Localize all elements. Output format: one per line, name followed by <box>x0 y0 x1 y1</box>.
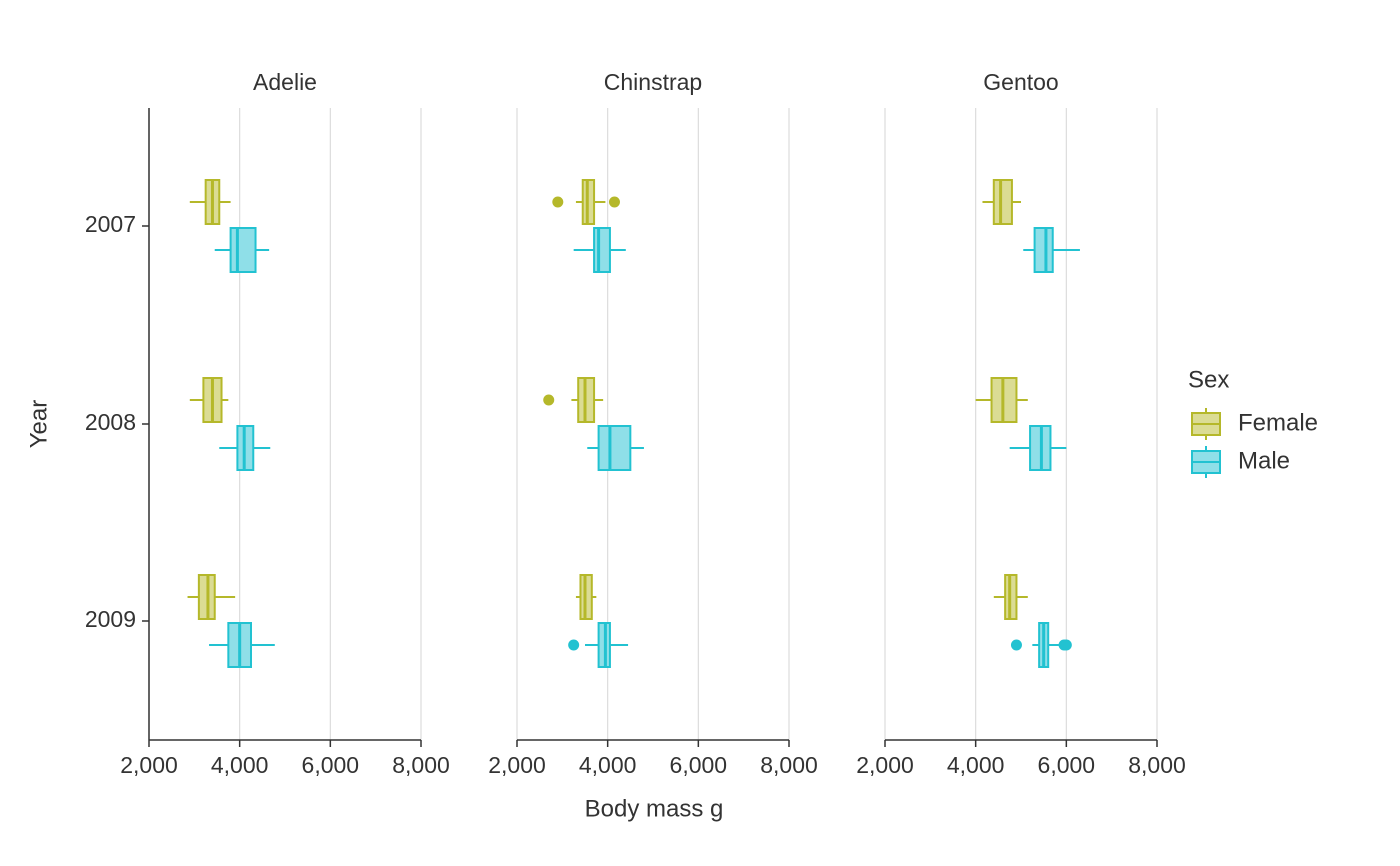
x-tick-label-gentoo-6000: 6,000 <box>1038 752 1096 778</box>
outlier-chinstrap-2008-female-0 <box>543 394 555 406</box>
outlier-gentoo-2009-male-2 <box>1060 639 1072 651</box>
facet-title-gentoo: Gentoo <box>983 69 1058 95</box>
legend: Sex Female Male <box>1188 366 1318 478</box>
y-tick-label-2007: 2007 <box>85 211 136 237</box>
x-tick-label-gentoo-2000: 2,000 <box>856 752 914 778</box>
box-chinstrap-2008-male <box>587 425 644 471</box>
box-adelie-2008-male <box>219 425 271 471</box>
box-gentoo-2009-female <box>993 574 1028 620</box>
box-iqr-gentoo-2007-female <box>992 179 1013 225</box>
x-tick-label-adelie-6000: 6,000 <box>302 752 360 778</box>
facet-adelie: Adelie 2,000 4,000 6,000 8,000 2007 2008 2009 <box>85 69 450 778</box>
x-tick-label-chinstrap-2000: 2,000 <box>488 752 546 778</box>
x-tick-label-adelie-2000: 2,000 <box>120 752 178 778</box>
box-iqr-adelie-2007-male <box>229 227 257 273</box>
y-tick-label-2008: 2008 <box>85 409 136 435</box>
facet-gentoo: Gentoo 2,000 4,000 6,000 8,000 <box>856 69 1186 778</box>
box-gentoo-2008-male <box>1009 425 1067 471</box>
box-chinstrap-2009-female <box>575 574 597 620</box>
box-gentoo-2007-female <box>982 179 1021 225</box>
box-gentoo-2008-female <box>975 377 1028 423</box>
legend-title: Sex <box>1188 366 1229 393</box>
box-gentoo-2007-male <box>1023 227 1080 273</box>
x-tick-label-chinstrap-6000: 6,000 <box>670 752 728 778</box>
box-adelie-2007-male <box>214 227 270 273</box>
box-chinstrap-2007-male <box>573 227 626 273</box>
facet-title-adelie: Adelie <box>253 69 317 95</box>
box-adelie-2009-female <box>187 574 236 620</box>
box-chinstrap-2007-female <box>552 179 620 225</box>
box-adelie-2008-female <box>189 377 229 423</box>
x-tick-label-adelie-8000: 8,000 <box>392 752 450 778</box>
box-adelie-2007-female <box>189 179 231 225</box>
y-axis-title: Year <box>25 400 52 449</box>
y-tick-label-2009: 2009 <box>85 606 136 632</box>
legend-label-female: Female <box>1238 409 1318 436</box>
box-chinstrap-2008-female <box>543 377 604 423</box>
box-adelie-2009-male <box>209 622 275 668</box>
box-iqr-chinstrap-2008-male <box>597 425 632 471</box>
x-tick-label-adelie-4000: 4,000 <box>211 752 269 778</box>
legend-key-male: Male <box>1191 446 1290 478</box>
x-tick-label-chinstrap-8000: 8,000 <box>760 752 818 778</box>
box-chinstrap-2009-male <box>568 622 629 668</box>
outlier-gentoo-2009-male-0 <box>1010 639 1022 651</box>
outlier-chinstrap-2007-female-1 <box>608 196 620 208</box>
legend-label-male: Male <box>1238 447 1290 474</box>
facet-title-chinstrap: Chinstrap <box>604 69 702 95</box>
x-tick-label-gentoo-4000: 4,000 <box>947 752 1005 778</box>
outlier-chinstrap-2007-female-0 <box>552 196 564 208</box>
facet-chinstrap: Chinstrap 2,000 4,000 6,000 8,000 <box>488 69 818 778</box>
x-tick-label-gentoo-8000: 8,000 <box>1128 752 1186 778</box>
x-axis-title: Body mass g <box>585 795 724 822</box>
legend-key-female: Female <box>1191 408 1318 440</box>
outlier-chinstrap-2009-male-0 <box>568 639 580 651</box>
box-iqr-chinstrap-2007-male <box>593 227 611 273</box>
facets-layer: Adelie 2,000 4,000 6,000 8,000 2007 2008 2009 Ch… <box>85 69 1186 778</box>
box-iqr-gentoo-2007-male <box>1033 227 1054 273</box>
box-gentoo-2009-male <box>1010 622 1072 668</box>
x-tick-label-chinstrap-4000: 4,000 <box>579 752 637 778</box>
